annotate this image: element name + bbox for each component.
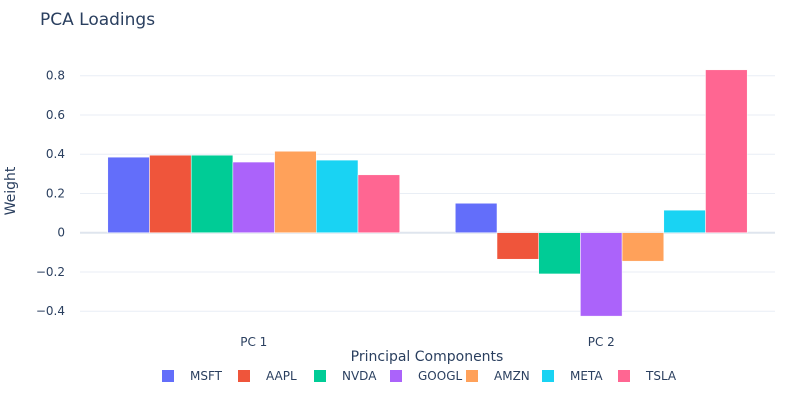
y-tick-label: 0	[57, 226, 65, 240]
legend-label: GOOGL	[418, 369, 462, 383]
legend-label: AMZN	[494, 369, 530, 383]
legend-label: AAPL	[266, 369, 297, 383]
bars	[107, 69, 748, 317]
legend-label: TSLA	[645, 369, 677, 383]
legend-item-meta[interactable]: META	[542, 369, 603, 383]
legend-item-aapl[interactable]: AAPL	[238, 369, 297, 383]
bar-googl-pc2	[580, 232, 623, 317]
chart-title: PCA Loadings	[40, 10, 155, 30]
legend-swatch	[314, 370, 326, 382]
legend-item-amzn[interactable]: AMZN	[466, 369, 530, 383]
legend-item-googl[interactable]: GOOGL	[390, 369, 462, 383]
bar-nvda-pc1	[190, 154, 234, 233]
y-tick-label: −0.2	[36, 265, 65, 279]
bar-tsla-pc2	[705, 69, 748, 233]
x-tick-label: PC 1	[240, 335, 267, 349]
bar-tsla-pc1	[357, 174, 400, 233]
y-tick-labels: −0.4 −0.2 0 0.2 0.4 0.6 0.8	[36, 69, 65, 319]
legend-item-nvda[interactable]: NVDA	[314, 369, 377, 383]
legend-swatch	[542, 370, 554, 382]
legend-item-msft[interactable]: MSFT	[162, 369, 223, 383]
legend-label: META	[570, 369, 603, 383]
bar-meta-pc1	[316, 159, 359, 233]
legend[interactable]: MSFT AAPL NVDA GOOGL AMZN META TSLA	[162, 369, 677, 383]
bar-aapl-pc1	[149, 154, 192, 233]
bar-googl-pc1	[232, 161, 275, 233]
y-axis-title: Weight	[3, 166, 19, 215]
x-tick-label: PC 2	[588, 335, 615, 349]
x-tick-labels: PC 1 PC 2	[240, 335, 615, 349]
bar-amzn-pc2	[621, 232, 665, 262]
bar-msft-pc2	[455, 203, 498, 233]
legend-swatch	[238, 370, 250, 382]
legend-item-tsla[interactable]: TSLA	[618, 369, 677, 383]
bar-aapl-pc2	[496, 232, 539, 260]
legend-swatch	[162, 370, 174, 382]
y-tick-label: 0.6	[46, 108, 65, 122]
y-tick-label: 0.8	[46, 69, 65, 83]
bar-amzn-pc1	[274, 151, 317, 233]
bar-meta-pc2	[663, 209, 706, 233]
y-tick-label: 0.4	[46, 147, 65, 161]
y-tick-label: 0.2	[46, 186, 65, 200]
legend-label: MSFT	[190, 369, 223, 383]
y-tick-label: −0.4	[36, 304, 65, 318]
legend-swatch	[618, 370, 630, 382]
bar-msft-pc1	[107, 156, 150, 233]
legend-swatch	[466, 370, 478, 382]
legend-label: NVDA	[342, 369, 377, 383]
legend-swatch	[390, 370, 402, 382]
bar-nvda-pc2	[538, 232, 581, 275]
x-axis-title: Principal Components	[351, 349, 504, 365]
